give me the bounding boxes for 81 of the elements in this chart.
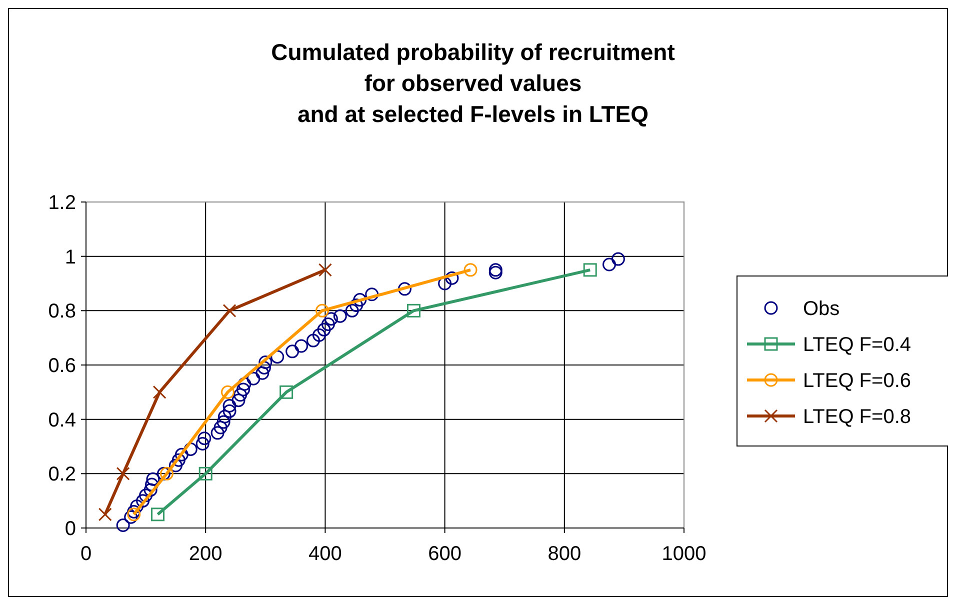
point xyxy=(353,293,367,307)
point xyxy=(124,510,138,524)
point xyxy=(365,288,379,302)
point xyxy=(130,500,144,514)
point xyxy=(406,304,420,318)
point xyxy=(127,508,141,522)
legend-label: LTEQ F=0.8 xyxy=(803,406,912,428)
point xyxy=(146,472,160,486)
point xyxy=(210,426,224,440)
y-tick-label: 1 xyxy=(64,246,76,268)
point xyxy=(222,399,236,412)
point xyxy=(222,404,236,418)
point xyxy=(488,266,502,280)
point xyxy=(258,356,272,370)
point xyxy=(156,466,170,480)
point xyxy=(256,366,270,380)
point xyxy=(324,312,338,326)
point xyxy=(438,276,452,290)
point xyxy=(198,466,212,480)
point xyxy=(214,420,228,434)
point xyxy=(116,466,130,480)
point xyxy=(145,478,159,492)
point xyxy=(222,304,236,318)
point xyxy=(350,298,364,312)
point xyxy=(315,304,329,318)
point xyxy=(234,388,248,402)
x-tick-label: 1000 xyxy=(662,543,706,565)
point xyxy=(611,252,625,266)
point xyxy=(160,466,174,480)
legend-label: LTEQ F=0.4 xyxy=(803,334,912,356)
point xyxy=(151,508,165,522)
point xyxy=(333,309,347,323)
point xyxy=(345,304,359,318)
point xyxy=(445,271,459,285)
point xyxy=(286,344,300,358)
point xyxy=(220,385,234,399)
x-tick-label: 200 xyxy=(188,543,222,565)
point xyxy=(280,385,294,399)
point xyxy=(196,437,210,451)
chart-title: Cumulated probability of recruitment for observed values and at selected F-levels in LTEQ xyxy=(271,39,676,127)
y-tick-label: 0 xyxy=(64,518,76,540)
point xyxy=(139,488,153,502)
point xyxy=(198,432,212,446)
point xyxy=(321,318,335,331)
x-tick-label: 600 xyxy=(428,543,462,565)
point xyxy=(184,442,198,456)
point xyxy=(398,282,412,296)
y-tick-label: 0.4 xyxy=(48,409,76,432)
point xyxy=(488,263,502,277)
x-tick-label: 0 xyxy=(80,543,92,565)
point xyxy=(306,334,320,348)
point xyxy=(136,494,150,508)
point xyxy=(583,263,597,277)
point xyxy=(602,258,616,272)
point xyxy=(312,328,326,342)
y-tick-label: 0.8 xyxy=(48,300,76,323)
point xyxy=(98,508,112,522)
y-tick-label: 1.2 xyxy=(48,192,76,214)
x-tick-label: 400 xyxy=(308,543,342,565)
legend-label: LTEQ F=0.6 xyxy=(803,370,912,392)
point xyxy=(116,518,130,532)
point xyxy=(236,382,250,396)
point xyxy=(317,322,331,336)
point xyxy=(127,504,141,518)
point xyxy=(172,453,186,467)
point xyxy=(246,372,260,386)
point xyxy=(218,410,232,424)
legend-label: Obs xyxy=(803,298,840,320)
point xyxy=(168,458,182,472)
point xyxy=(174,448,188,462)
point xyxy=(464,263,478,277)
y-tick-label: 0.2 xyxy=(48,464,76,486)
point xyxy=(294,339,308,353)
point xyxy=(152,385,166,399)
point xyxy=(318,263,332,277)
point xyxy=(216,415,230,429)
point xyxy=(232,394,246,408)
y-tick-label: 0.6 xyxy=(48,355,76,377)
x-tick-label: 800 xyxy=(548,543,582,565)
point xyxy=(144,483,158,497)
point xyxy=(238,377,252,391)
